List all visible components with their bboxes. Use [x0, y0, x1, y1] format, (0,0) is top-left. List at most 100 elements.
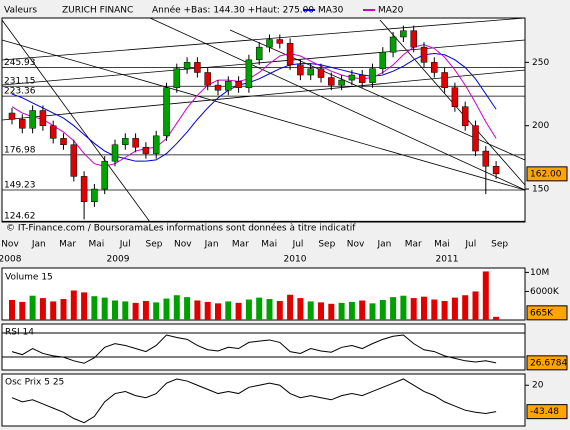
panel-title: Osc Prix 5 25	[5, 378, 64, 388]
x-tick-label: Nov	[174, 240, 192, 250]
volume-bar	[307, 301, 314, 320]
y-tick-label: 150	[532, 185, 549, 195]
level-label: 231.15	[4, 77, 36, 87]
candle-body	[183, 62, 191, 69]
volume-bar	[132, 302, 139, 320]
y-tick-label: 250	[532, 58, 549, 68]
volume-bar	[493, 316, 500, 320]
volume-bar	[39, 298, 46, 320]
legend-label: MA30	[318, 6, 344, 16]
candle-body	[369, 68, 376, 83]
volume-bar	[451, 297, 458, 320]
candle-body	[389, 36, 397, 53]
candle-body	[225, 81, 232, 91]
x-tick-label: Mai	[261, 240, 277, 250]
volume-bar	[163, 298, 170, 320]
x-tick-label: Mar	[405, 240, 422, 250]
value-box	[526, 305, 568, 321]
candle-body	[328, 77, 335, 86]
volume-bar	[101, 297, 108, 320]
candle-body	[132, 138, 139, 148]
x-tick-label: Jul	[464, 240, 476, 250]
volume-bar	[70, 290, 77, 320]
volume-bar	[297, 298, 304, 320]
candle-body	[122, 138, 129, 145]
x-tick-label: Jul	[292, 240, 304, 250]
candle-body	[142, 146, 150, 154]
candle-body	[338, 79, 345, 86]
volume-bar	[50, 301, 57, 320]
y-tick-label: 200	[532, 121, 549, 131]
candle-body	[8, 112, 16, 120]
candle-body	[348, 74, 356, 81]
candle-body	[39, 110, 47, 126]
volume-bar	[431, 299, 438, 320]
candle-body	[173, 68, 181, 88]
volume-bar	[287, 294, 294, 320]
level-label: 223.36	[4, 87, 36, 97]
value-box-label: 26.6784	[530, 358, 567, 368]
copyright: © IT-Finance.com / BoursoramaLes informa…	[6, 223, 356, 234]
value-box-label: 162.00	[530, 169, 562, 179]
candle-body	[482, 150, 490, 167]
volume-bar	[379, 300, 386, 320]
candle-body	[91, 188, 98, 202]
candle-body	[255, 46, 263, 61]
candle-body	[441, 72, 448, 88]
candle-body	[204, 72, 211, 86]
volume-bar	[266, 299, 273, 320]
candle-body	[70, 144, 78, 177]
candle-body	[163, 87, 170, 137]
y-tick-label: 20	[532, 381, 544, 391]
candle-body	[111, 144, 119, 162]
candle-body	[307, 68, 314, 76]
volume-bar	[112, 300, 118, 320]
volume-bar	[359, 300, 366, 320]
candle-body	[420, 46, 428, 63]
volume-bar	[9, 300, 15, 320]
candle-body	[451, 87, 459, 107]
rsi-panel	[1, 323, 526, 371]
candle-body	[194, 62, 201, 73]
x-tick-label: Mai	[434, 240, 450, 250]
volume-bar	[441, 300, 448, 320]
level-label: 245.93	[4, 58, 36, 68]
candle-body	[60, 138, 67, 145]
value-box	[526, 355, 568, 371]
volume-bar	[400, 295, 407, 320]
volume-bar	[369, 303, 376, 320]
volume-bar	[204, 301, 211, 320]
price-panel	[1, 17, 526, 223]
candle-body	[101, 160, 108, 190]
candle-body	[379, 51, 387, 69]
panel-title: Volume 15	[5, 273, 53, 283]
volume-bar	[122, 301, 129, 320]
volume-bar	[410, 298, 417, 320]
candle-body	[400, 30, 407, 38]
volume-bar	[91, 296, 98, 320]
candle-body	[492, 165, 500, 175]
level-label: 124.62	[4, 212, 36, 222]
volume-panel	[1, 267, 526, 321]
x-tick-label: Jan	[376, 240, 391, 250]
stock-name: ZURICH FINANC	[62, 6, 133, 16]
candle-body	[152, 135, 160, 154]
year-label: 2009	[107, 255, 130, 265]
candle-body	[461, 106, 469, 126]
volume-bar	[348, 301, 355, 320]
candle-body	[245, 59, 253, 88]
volume-bar	[215, 303, 221, 320]
x-tick-label: Jan	[31, 240, 46, 250]
y-tick-label: 6000K	[530, 287, 560, 297]
volume-bar	[60, 299, 67, 320]
year-label: 2010	[284, 255, 307, 265]
volume-bar	[338, 302, 345, 320]
volume-bar	[421, 296, 427, 320]
volume-bar	[462, 295, 469, 320]
indicator-line	[11, 334, 497, 364]
candle-body	[214, 84, 222, 91]
value-box-label: 665K	[530, 308, 554, 318]
volume-bar	[142, 300, 149, 320]
candle-body	[358, 74, 366, 83]
